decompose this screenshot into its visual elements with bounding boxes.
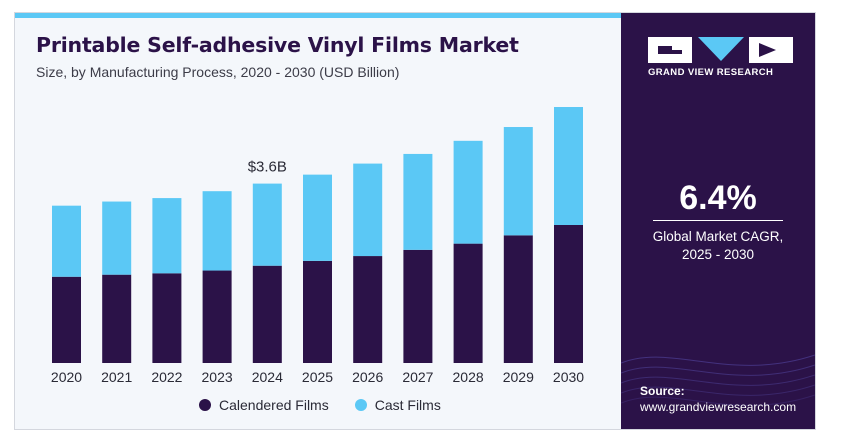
x-tick-label-2025: 2025	[302, 369, 333, 385]
source-label: Source:	[640, 384, 685, 398]
x-tick-label-2028: 2028	[453, 369, 484, 385]
infographic-card: Printable Self-adhesive Vinyl Films Mark…	[14, 12, 816, 430]
cagr-label-line1: Global Market CAGR,	[652, 229, 784, 244]
bar-calendered-2029	[503, 235, 533, 363]
legend-swatch-calendered	[199, 399, 211, 411]
cagr-label-line2: 2025 - 2030	[681, 247, 755, 262]
legend-label-calendered: Calendered Films	[219, 397, 329, 413]
legend-swatch-cast	[354, 399, 367, 411]
bar-cast-2027	[403, 153, 433, 250]
bar-calendered-2023	[202, 270, 232, 363]
bar-cast-2026	[353, 163, 383, 257]
cagr-value: 6.4%	[679, 179, 757, 217]
bar-calendered-2030	[554, 225, 583, 363]
bar-cast-2025	[303, 174, 332, 261]
bar-cast-2028	[453, 140, 483, 244]
bar-cast-2029	[503, 127, 533, 236]
cagr-divider	[653, 220, 783, 221]
x-tick-label-2020: 2020	[51, 369, 82, 385]
bar-calendered-2028	[453, 243, 483, 363]
bar-calendered-2026	[353, 256, 383, 363]
chart-legend: Calendered Films Cast Films	[199, 397, 467, 413]
bar-calendered-2020	[52, 276, 81, 363]
x-tick-label-2029: 2029	[503, 369, 534, 385]
legend-item-cast: Cast Films	[354, 397, 441, 413]
bar-calendered-2021	[102, 274, 132, 363]
x-tick-label-2027: 2027	[402, 369, 433, 385]
x-tick-label-2030: 2030	[553, 369, 584, 385]
bar-calendered-2024	[252, 265, 282, 363]
side-panel: GRAND VIEW RESEARCH 6.4% Global Market C…	[621, 13, 815, 429]
grand-view-research-logo	[648, 37, 793, 63]
source-url: www.grandviewresearch.com	[640, 400, 797, 414]
bar-cast-2021	[102, 201, 132, 275]
bar-cast-2022	[152, 198, 182, 274]
legend-item-calendered: Calendered Films	[199, 397, 329, 413]
chart-title: Printable Self-adhesive Vinyl Films Mark…	[36, 33, 519, 57]
chart-subtitle: Size, by Manufacturing Process, 2020 - 2…	[36, 64, 400, 80]
legend-label-cast: Cast Films	[374, 397, 441, 413]
bar-cast-2020	[52, 205, 81, 277]
stacked-bar-chart: 2020 2021 2022 2023 2024 2025 2026 2027 2028 2029…	[51, 107, 584, 385]
x-tick-label-2021: 2021	[101, 369, 132, 385]
decorative-wave-pattern	[621, 354, 815, 406]
brand-name: GRAND VIEW RESEARCH	[648, 67, 774, 78]
top-accent-bar	[15, 13, 621, 18]
x-tick-label-2023: 2023	[202, 369, 233, 385]
data-label-2024: $3.6B	[248, 159, 287, 176]
x-tick-label-2022: 2022	[151, 369, 182, 385]
cagr-label: Global Market CAGR, 2025 - 2030	[621, 228, 815, 264]
bar-cast-2030	[554, 107, 583, 225]
bar-calendered-2027	[403, 249, 433, 363]
bar-calendered-2025	[303, 260, 332, 363]
chart-panel: Printable Self-adhesive Vinyl Films Mark…	[15, 13, 621, 429]
bar-cast-2024	[252, 183, 282, 266]
x-tick-label-2024: 2024	[252, 369, 283, 385]
x-tick-label-2026: 2026	[352, 369, 383, 385]
bar-calendered-2022	[152, 273, 182, 363]
bar-cast-2023	[202, 191, 232, 271]
